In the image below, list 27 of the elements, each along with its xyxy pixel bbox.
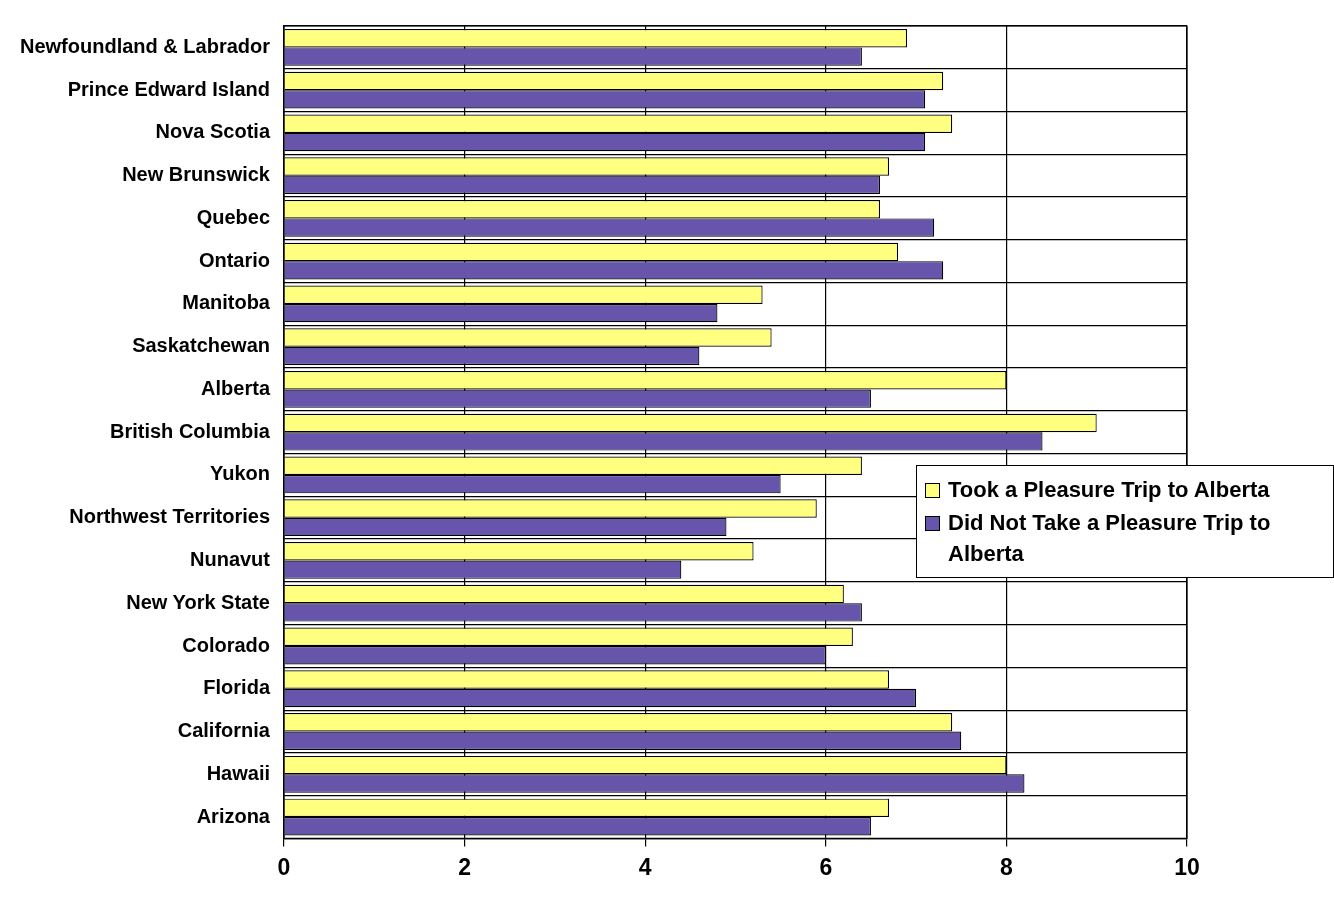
y-tick-label: Quebec bbox=[196, 205, 270, 228]
y-tick-label: New Brunswick bbox=[122, 163, 271, 186]
y-tick-label: Colorado bbox=[182, 633, 270, 656]
x-tick-label: 10 bbox=[1174, 853, 1200, 880]
legend-label: Took a Pleasure Trip to Alberta bbox=[948, 475, 1270, 504]
y-tick-label: Nunavut bbox=[190, 547, 271, 570]
x-tick-label: 4 bbox=[638, 853, 652, 880]
y-tick-label: Yukon bbox=[209, 462, 270, 485]
y-tick-label: Saskatchewan bbox=[132, 334, 270, 357]
y-tick-label: British Columbia bbox=[109, 419, 271, 442]
y-tick-label: Arizona bbox=[196, 804, 271, 827]
y-tick-label: California bbox=[177, 719, 271, 742]
y-tick-label: Ontario bbox=[198, 248, 270, 271]
y-tick-label: Nova Scotia bbox=[155, 120, 271, 143]
y-tick-label: Newfoundland & Labrador bbox=[20, 34, 271, 57]
y-tick-label: Hawaii bbox=[206, 761, 270, 784]
y-tick-label: Alberta bbox=[201, 376, 271, 399]
x-tick-label: 6 bbox=[819, 853, 833, 880]
y-tick-label: Manitoba bbox=[182, 291, 271, 314]
y-tick-label: Prince Edward Island bbox=[67, 77, 270, 100]
x-tick-label: 2 bbox=[458, 853, 471, 880]
legend-label: Did Not Take a Pleasure Trip to Alberta bbox=[948, 508, 1272, 568]
x-tick-label: 8 bbox=[1000, 853, 1013, 880]
x-tick-label: 0 bbox=[277, 853, 291, 880]
y-tick-label: Florida bbox=[203, 676, 271, 699]
y-tick-label: Northwest Territories bbox=[69, 505, 270, 528]
y-tick-label: New York State bbox=[126, 590, 270, 613]
